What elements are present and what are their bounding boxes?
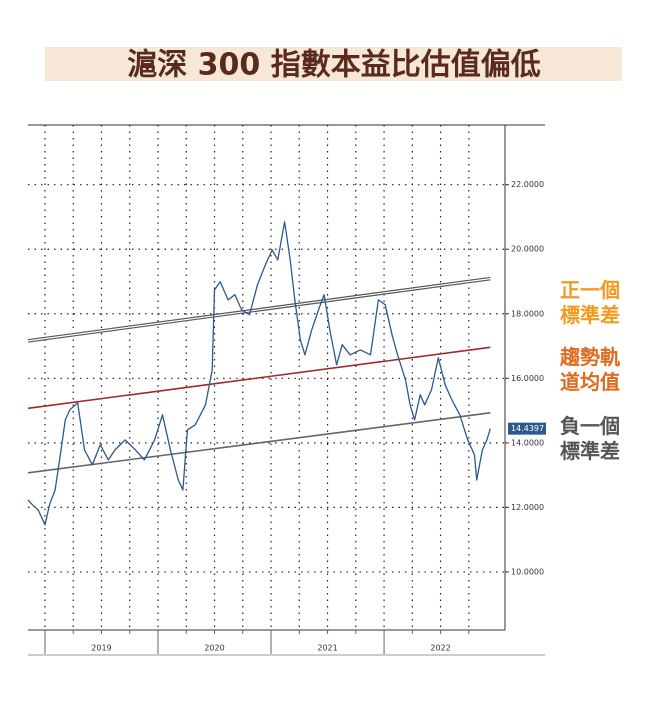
last-value-label: 14.4397 xyxy=(511,424,544,433)
y-tick-label: 18.0000 xyxy=(511,309,544,318)
legend-label: 正一個標準差 xyxy=(560,278,620,327)
last-value-tag xyxy=(508,422,546,435)
legend-label: 趨勢軌道均值 xyxy=(560,345,620,394)
trend-line xyxy=(27,346,491,410)
y-tick-label: 10.0000 xyxy=(511,567,544,576)
x-tick-label: 2019 xyxy=(91,644,111,653)
x-tick-label: 2021 xyxy=(317,644,337,653)
x-tick-label: 2020 xyxy=(204,644,224,653)
x-tick-label: 2022 xyxy=(430,644,450,653)
y-tick-label: 22.0000 xyxy=(511,180,544,189)
trend-line xyxy=(27,412,491,474)
y-tick-label: 20.0000 xyxy=(511,245,544,254)
legend-label: 負一個標準差 xyxy=(560,414,620,463)
trend-line-inner xyxy=(27,278,491,342)
y-tick-label: 12.0000 xyxy=(511,503,544,512)
chart-title: 滬深 300 指數本益比估值偏低 xyxy=(127,48,541,83)
y-tick-label: 16.0000 xyxy=(511,374,544,383)
title-banner xyxy=(45,47,622,81)
y-tick-label: 14.0000 xyxy=(511,438,544,447)
series-line xyxy=(27,221,491,526)
